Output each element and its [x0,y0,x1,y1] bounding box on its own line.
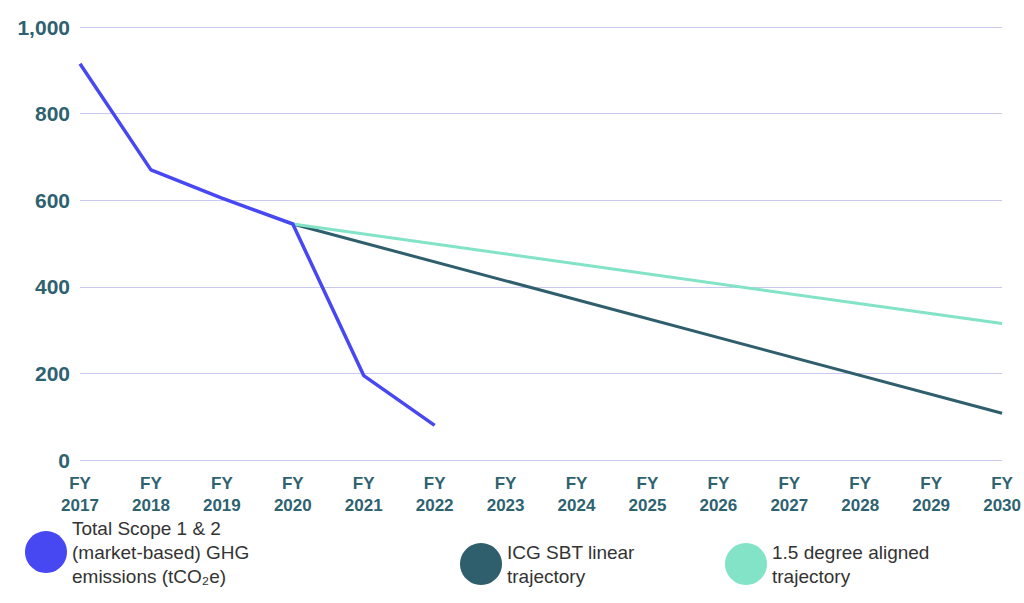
svg-text:0: 0 [58,449,70,472]
svg-text:(market-based) GHG: (market-based) GHG [72,542,255,563]
svg-text:200: 200 [35,362,70,385]
svg-text:2030: 2030 [983,496,1021,515]
svg-text:FY: FY [778,474,800,493]
svg-text:FY: FY [566,474,588,493]
svg-text:400: 400 [35,275,70,298]
svg-text:FY: FY [424,474,446,493]
svg-text:trajectory: trajectory [772,566,851,587]
svg-text:FY: FY [991,474,1013,493]
svg-text:FY: FY [140,474,162,493]
svg-text:2027: 2027 [770,496,808,515]
svg-text:2026: 2026 [699,496,737,515]
svg-text:FY: FY [69,474,91,493]
svg-text:FY: FY [849,474,871,493]
svg-text:2021: 2021 [345,496,383,515]
svg-text:FY: FY [282,474,304,493]
svg-text:2025: 2025 [629,496,667,515]
svg-text:trajectory: trajectory [507,566,586,587]
svg-text:2017: 2017 [61,496,99,515]
svg-text:2019: 2019 [203,496,241,515]
svg-text:2023: 2023 [487,496,525,515]
svg-text:2020: 2020 [274,496,312,515]
svg-text:1,000: 1,000 [17,16,70,39]
svg-text:Total Scope 1 & 2: Total Scope 1 & 2 [72,518,226,539]
svg-text:ICG SBT linear: ICG SBT linear [507,542,640,563]
svg-text:2022: 2022 [416,496,454,515]
svg-text:800: 800 [35,102,70,125]
svg-text:1.5 degree aligned: 1.5 degree aligned [772,542,935,563]
svg-text:2028: 2028 [841,496,879,515]
svg-text:FY: FY [495,474,517,493]
svg-text:2024: 2024 [558,496,596,515]
svg-text:2018: 2018 [132,496,170,515]
svg-text:FY: FY [211,474,233,493]
svg-text:FY: FY [353,474,375,493]
svg-text:FY: FY [708,474,730,493]
svg-text:FY: FY [637,474,659,493]
svg-text:emissions (tCO₂e): emissions (tCO₂e) [72,566,226,587]
svg-text:FY: FY [920,474,942,493]
svg-text:2029: 2029 [912,496,950,515]
svg-text:600: 600 [35,189,70,212]
